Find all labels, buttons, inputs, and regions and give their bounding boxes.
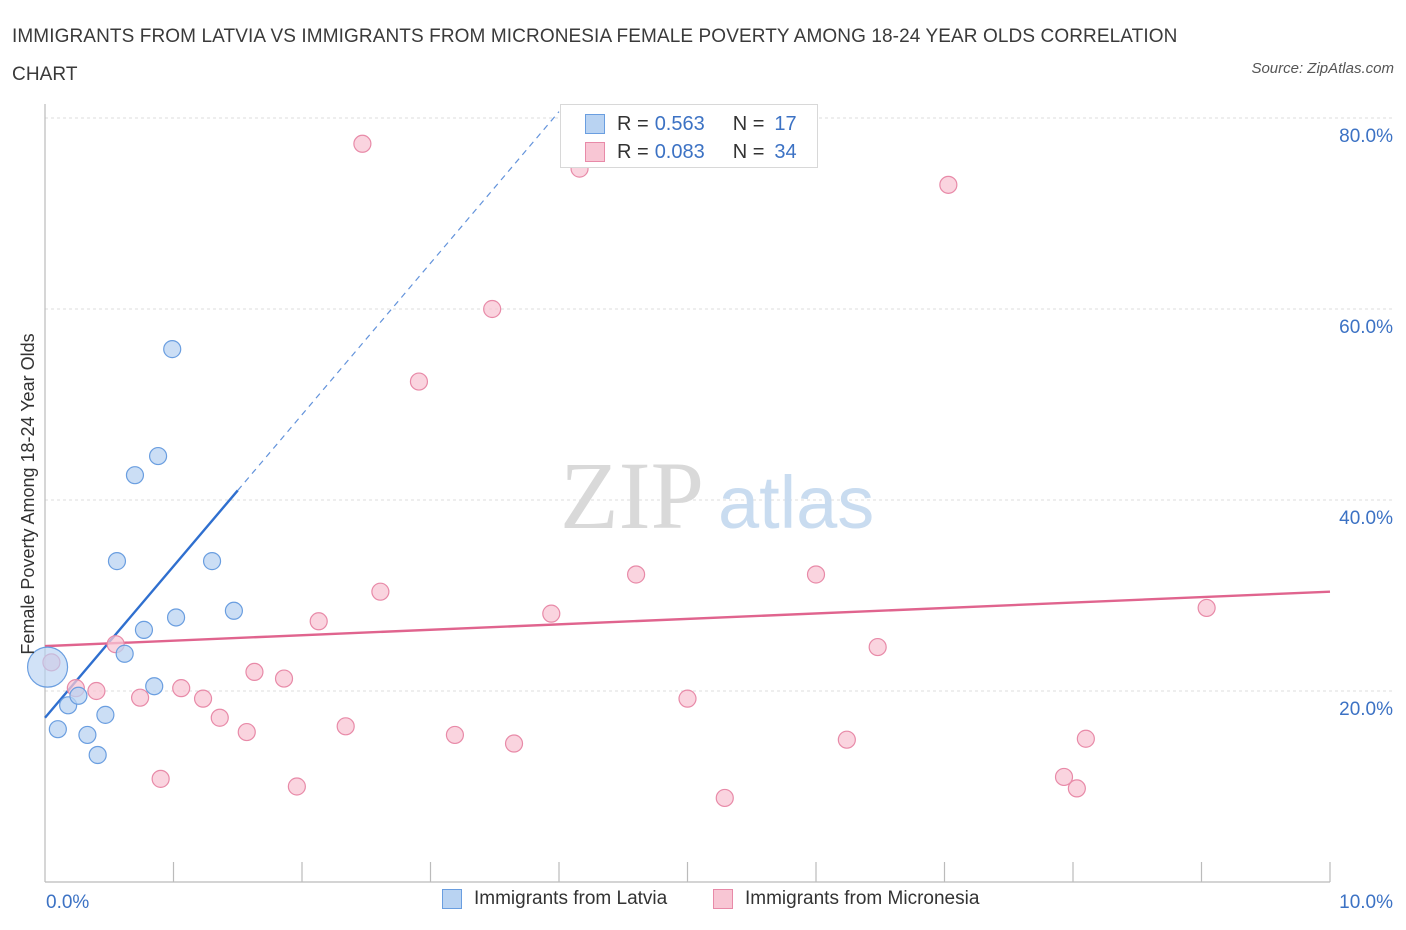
point-micronesia[interactable] (409, 372, 429, 391)
point-latvia[interactable] (96, 705, 115, 724)
legend-swatch-latvia (585, 114, 605, 134)
point-latvia[interactable] (163, 340, 182, 359)
legend-n-value-micronesia: 34 (774, 140, 797, 163)
y-tick-label: 20.0% (1339, 699, 1393, 720)
point-latvia[interactable] (88, 745, 107, 765)
legend-r-value-latvia: 0.563 (654, 112, 705, 135)
point-micronesia[interactable] (1067, 779, 1086, 798)
point-latvia[interactable] (107, 552, 127, 571)
point-micronesia[interactable] (837, 730, 856, 749)
legend-item-latvia[interactable]: Immigrants from Latvia (442, 888, 667, 910)
point-micronesia[interactable] (151, 769, 170, 788)
point-micronesia[interactable] (715, 788, 734, 808)
legend-label-micronesia: Immigrants from Micronesia (745, 888, 980, 909)
point-latvia[interactable] (115, 644, 134, 663)
legend-r-value-micronesia: 0.083 (654, 140, 705, 163)
point-micronesia[interactable] (371, 582, 390, 601)
point-micronesia[interactable] (483, 299, 502, 319)
point-micronesia[interactable] (1054, 767, 1074, 787)
point-micronesia[interactable] (237, 722, 256, 742)
gridlines (45, 117, 1392, 692)
point-latvia[interactable] (145, 677, 164, 696)
watermark: ZIP atlas (560, 442, 874, 549)
point-latvia[interactable] (69, 686, 88, 705)
point-micronesia[interactable] (542, 604, 561, 623)
point-latvia[interactable] (78, 725, 97, 745)
y-tick-label: 40.0% (1339, 508, 1393, 529)
point-micronesia[interactable] (287, 777, 306, 796)
legend-label-latvia: Immigrants from Latvia (474, 888, 668, 909)
point-micronesia[interactable] (678, 689, 697, 708)
axis-labels: 20.0% 40.0% 60.0% 80.0% 0.0% 10.0% Female Pove… (18, 126, 1393, 913)
legend-swatch-micronesia (585, 142, 605, 162)
point-latvia[interactable] (148, 446, 168, 466)
trend-lines (44, 111, 1331, 719)
y-tick-label: 60.0% (1339, 317, 1393, 338)
point-micronesia[interactable] (626, 565, 646, 584)
series-legend: Immigrants from Latvia Immigrants from M… (0, 888, 1406, 916)
y-axis-title: Female Poverty Among 18-24 Year Olds (18, 333, 38, 654)
point-latvia[interactable] (26, 646, 69, 688)
point-latvia[interactable] (224, 601, 243, 620)
point-micronesia[interactable] (172, 679, 191, 698)
point-latvia[interactable] (125, 466, 145, 485)
point-micronesia[interactable] (353, 134, 372, 153)
point-latvia[interactable] (48, 720, 67, 739)
stats-legend: R = 0.563 N = 17 R = 0.083 N = 34 (560, 104, 818, 168)
legend-swatch-micronesia (713, 889, 733, 909)
point-micronesia[interactable] (445, 725, 465, 745)
point-latvia[interactable] (134, 620, 154, 639)
x-tick-label-max: 10.0% (1339, 892, 1393, 913)
watermark-atlas: atlas (718, 461, 874, 544)
point-micronesia[interactable] (245, 662, 264, 682)
x-tick-label-min: 0.0% (46, 892, 89, 913)
point-micronesia[interactable] (1197, 598, 1216, 618)
axes (44, 104, 1331, 883)
watermark-zip: ZIP (560, 442, 704, 549)
point-micronesia[interactable] (868, 637, 887, 657)
legend-n-label: N = (732, 140, 765, 163)
legend-r-label: R = (617, 140, 649, 163)
point-micronesia[interactable] (504, 734, 524, 753)
point-micronesia[interactable] (274, 669, 294, 688)
source-label: Source: ZipAtlas.com (1251, 60, 1394, 77)
point-micronesia[interactable] (309, 612, 328, 631)
legend-n-label: N = (732, 112, 765, 135)
point-micronesia[interactable] (806, 565, 826, 584)
point-micronesia[interactable] (336, 717, 355, 736)
trend-line-micronesia (44, 590, 1331, 648)
legend-r-label: R = (617, 112, 649, 135)
point-micronesia[interactable] (939, 175, 958, 194)
trend-line-extension-latvia (237, 111, 560, 491)
point-micronesia[interactable] (130, 688, 150, 707)
point-micronesia[interactable] (1076, 729, 1095, 748)
chart-title: IMMIGRANTS FROM LATVIA VS IMMIGRANTS FRO… (12, 26, 1178, 85)
legend-row-micronesia: R = 0.083 N = 34 (585, 139, 797, 165)
legend-row-latvia: R = 0.563 N = 17 (585, 111, 797, 137)
point-micronesia[interactable] (193, 689, 213, 708)
legend-swatch-latvia (442, 889, 462, 909)
point-micronesia[interactable] (210, 708, 229, 727)
legend-n-value-latvia: 17 (774, 112, 797, 135)
legend-item-micronesia[interactable]: Immigrants from Micronesia (713, 888, 979, 910)
point-latvia[interactable] (166, 608, 186, 627)
point-latvia[interactable] (202, 552, 222, 571)
data-points (26, 134, 1216, 808)
y-tick-label: 80.0% (1339, 126, 1393, 147)
point-micronesia[interactable] (87, 681, 106, 701)
